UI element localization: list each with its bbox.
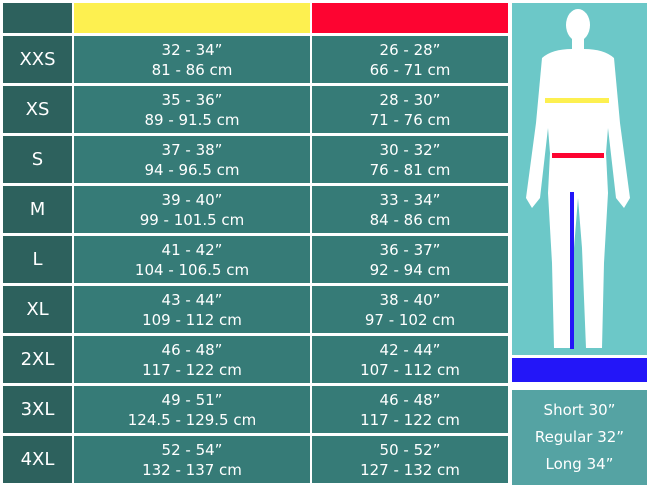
chest-cell: 49 - 51” 124.5 - 129.5 cm <box>74 386 310 433</box>
chest-inches: 37 - 38” <box>161 140 223 159</box>
chest-inches: 43 - 44” <box>161 290 223 309</box>
waist-cell: 38 - 40” 97 - 102 cm <box>312 286 508 333</box>
waist-cell: 26 - 28” 66 - 71 cm <box>312 36 508 83</box>
chest-inches: 46 - 48” <box>161 340 223 359</box>
inseam-short: Short 30” <box>543 401 616 419</box>
waist-inches: 38 - 40” <box>379 290 441 309</box>
chest-line <box>545 98 609 103</box>
chest-cm: 109 - 112 cm <box>142 310 242 329</box>
chest-cell: 43 - 44” 109 - 112 cm <box>74 286 310 333</box>
waist-header <box>312 3 508 33</box>
chest-cell: 41 - 42” 104 - 106.5 cm <box>74 236 310 283</box>
chest-cm: 81 - 86 cm <box>151 60 233 79</box>
waist-cell: 36 - 37” 92 - 94 cm <box>312 236 508 283</box>
header-blank <box>3 3 72 33</box>
size-label: M <box>3 186 72 233</box>
inseam-long: Long 34” <box>545 455 614 473</box>
chest-inches: 52 - 54” <box>161 440 223 459</box>
chest-cell: 37 - 38” 94 - 96.5 cm <box>74 136 310 183</box>
human-silhouette-icon <box>526 9 630 349</box>
waist-inches: 28 - 30” <box>379 90 441 109</box>
size-label: 4XL <box>3 436 72 483</box>
chest-inches: 32 - 34” <box>161 40 223 59</box>
waist-cm: 71 - 76 cm <box>369 110 451 129</box>
chest-cell: 52 - 54” 132 - 137 cm <box>74 436 310 483</box>
chest-inches: 49 - 51” <box>161 390 223 409</box>
waist-cm: 84 - 86 cm <box>369 210 451 229</box>
waist-inches: 42 - 44” <box>379 340 441 359</box>
body-figure <box>512 3 647 355</box>
waist-cell: 33 - 34” 84 - 86 cm <box>312 186 508 233</box>
waist-cm: 66 - 71 cm <box>369 60 451 79</box>
chest-inches: 39 - 40” <box>161 190 223 209</box>
waist-cm: 92 - 94 cm <box>369 260 451 279</box>
chest-cm: 124.5 - 129.5 cm <box>127 410 257 429</box>
chest-inches: 35 - 36” <box>161 90 223 109</box>
waist-cm: 127 - 132 cm <box>360 460 460 479</box>
chest-cm: 104 - 106.5 cm <box>134 260 250 279</box>
chest-header <box>74 3 310 33</box>
size-label: XL <box>3 286 72 333</box>
size-label: S <box>3 136 72 183</box>
size-label: XXS <box>3 36 72 83</box>
waist-cell: 28 - 30” 71 - 76 cm <box>312 86 508 133</box>
chest-cm: 94 - 96.5 cm <box>144 160 240 179</box>
chest-cell: 39 - 40” 99 - 101.5 cm <box>74 186 310 233</box>
waist-inches: 50 - 52” <box>379 440 441 459</box>
chest-cell: 32 - 34” 81 - 86 cm <box>74 36 310 83</box>
size-label: L <box>3 236 72 283</box>
size-label: 2XL <box>3 336 72 383</box>
waist-cell: 46 - 48” 117 - 122 cm <box>312 386 508 433</box>
chest-cell: 35 - 36” 89 - 91.5 cm <box>74 86 310 133</box>
chest-cm: 99 - 101.5 cm <box>139 210 245 229</box>
waist-cm: 117 - 122 cm <box>360 410 460 429</box>
chest-cm: 89 - 91.5 cm <box>144 110 240 129</box>
waist-inches: 33 - 34” <box>379 190 441 209</box>
inseam-line <box>570 192 574 349</box>
size-label: XS <box>3 86 72 133</box>
waist-cm: 107 - 112 cm <box>360 360 460 379</box>
waist-inches: 26 - 28” <box>379 40 441 59</box>
waist-cm: 76 - 81 cm <box>369 160 451 179</box>
waist-cell: 30 - 32” 76 - 81 cm <box>312 136 508 183</box>
chest-inches: 41 - 42” <box>161 240 223 259</box>
waist-line <box>552 153 604 158</box>
waist-inches: 30 - 32” <box>379 140 441 159</box>
chest-cm: 117 - 122 cm <box>142 360 242 379</box>
chest-cm: 132 - 137 cm <box>142 460 242 479</box>
inseam-lengths: Short 30” Regular 32” Long 34” <box>512 390 647 485</box>
inseam-regular: Regular 32” <box>534 428 625 446</box>
waist-inches: 36 - 37” <box>379 240 441 259</box>
inseam-header <box>512 358 647 382</box>
waist-cell: 42 - 44” 107 - 112 cm <box>312 336 508 383</box>
waist-cm: 97 - 102 cm <box>364 310 456 329</box>
chest-cell: 46 - 48” 117 - 122 cm <box>74 336 310 383</box>
waist-inches: 46 - 48” <box>379 390 441 409</box>
waist-cell: 50 - 52” 127 - 132 cm <box>312 436 508 483</box>
size-label: 3XL <box>3 386 72 433</box>
